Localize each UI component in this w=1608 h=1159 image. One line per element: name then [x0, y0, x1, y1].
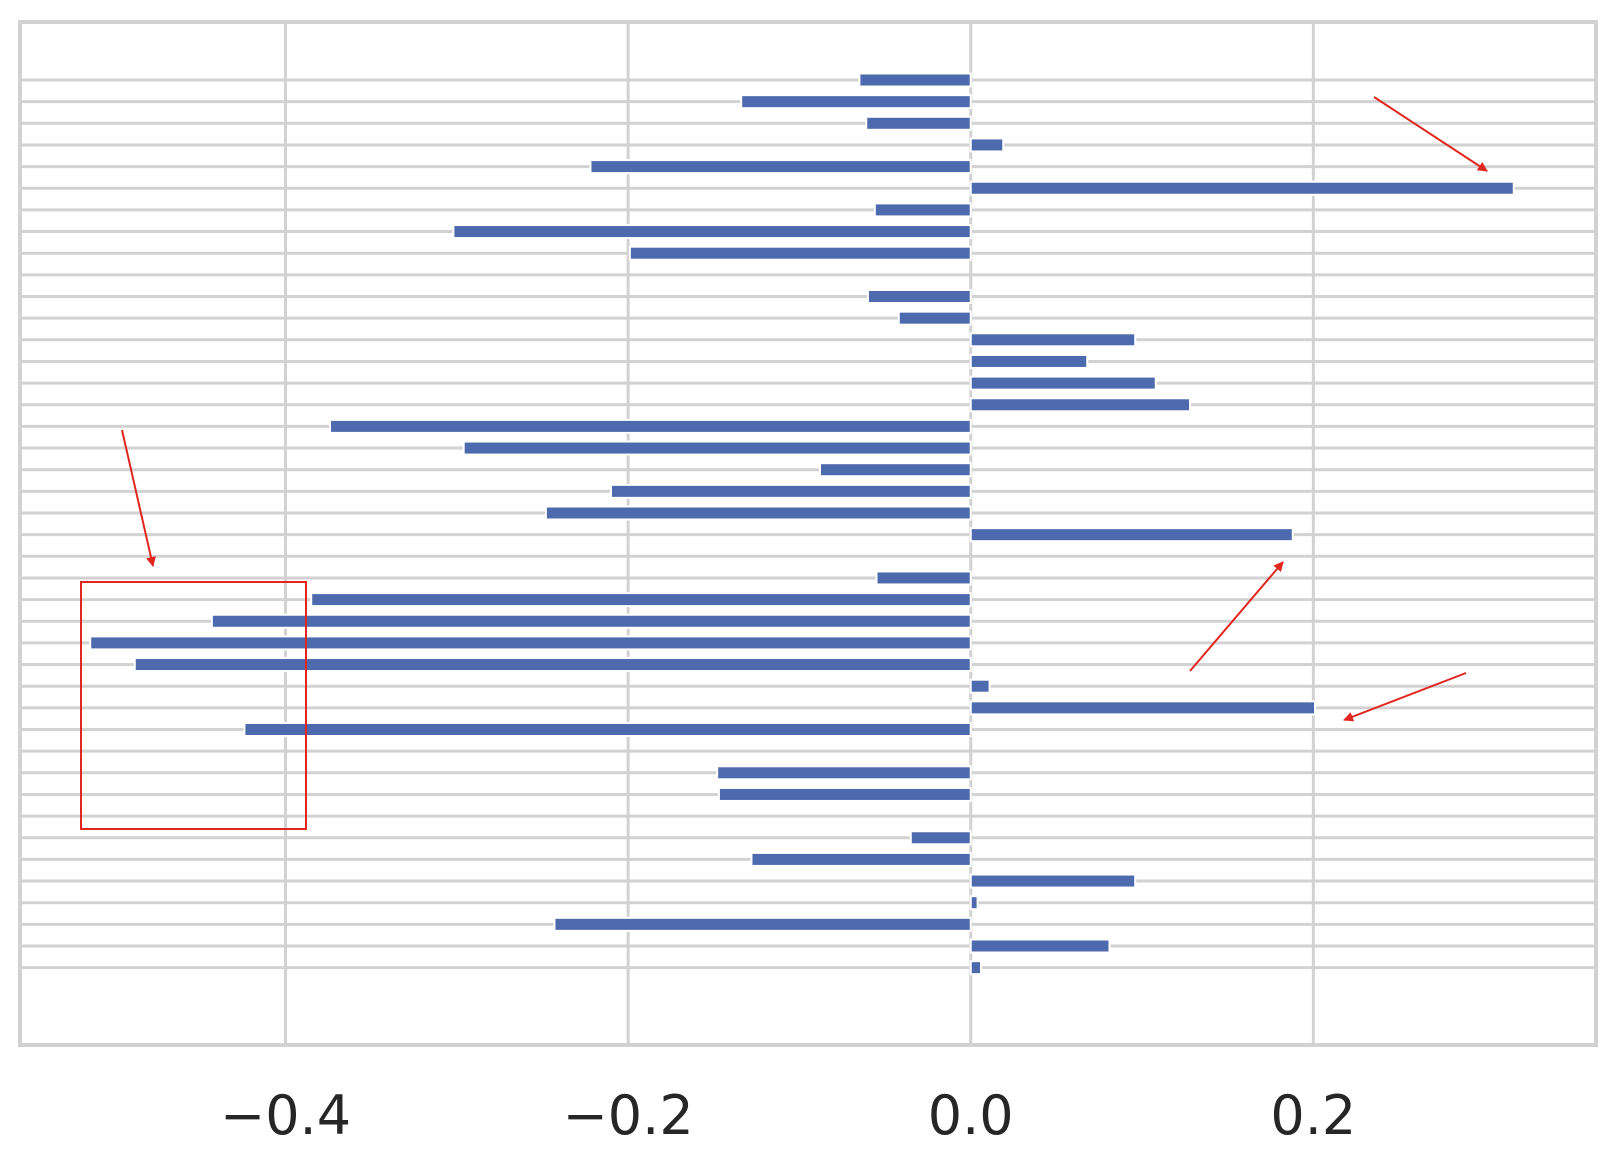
bar-20 [544, 505, 972, 521]
bar-16 [329, 418, 972, 434]
annotation-arrow-middle [1189, 561, 1284, 672]
bar-39 [553, 916, 972, 932]
x-tick-labels: −0.4 −0.2 0.0 0.2 [220, 1084, 1356, 1147]
bar-2 [865, 115, 972, 131]
bar-4 [589, 159, 972, 175]
bar-25 [210, 613, 972, 629]
x-tick-label-2: 0.0 [928, 1084, 1014, 1147]
bar-37 [969, 873, 1137, 889]
bar-21 [969, 527, 1294, 543]
bar-33 [717, 786, 972, 802]
annotations [80, 96, 1488, 830]
bar-29 [969, 700, 1317, 716]
bar-36 [750, 851, 972, 867]
bar-17 [462, 440, 972, 456]
bar-13 [969, 353, 1089, 369]
bar-11 [897, 310, 972, 326]
bar-1 [740, 94, 972, 110]
annotation-arrow-lower-right [1343, 672, 1467, 722]
bar-6 [873, 202, 972, 218]
bar-8 [628, 245, 972, 261]
bar-26 [89, 635, 972, 651]
annotation-highlight-box [80, 581, 307, 830]
x-tick-label-0: −0.4 [220, 1084, 351, 1147]
bar-24 [310, 592, 972, 608]
bar-23 [875, 570, 972, 586]
bar-15 [969, 397, 1192, 413]
bar-32 [716, 765, 972, 781]
annotation-arrow-top-right [1373, 96, 1488, 172]
bar-30 [243, 722, 972, 737]
bar-28 [969, 678, 991, 694]
bar-41 [969, 960, 983, 976]
x-tick-label-1: −0.2 [563, 1084, 694, 1147]
bar-5 [969, 180, 1515, 196]
bar-3 [969, 137, 1005, 153]
bar-0 [858, 72, 972, 88]
x-tick-label-3: 0.2 [1270, 1084, 1356, 1147]
bar-14 [969, 375, 1157, 391]
bar-10 [866, 289, 972, 304]
annotation-arrow-left [121, 429, 156, 567]
bar-27 [133, 657, 972, 673]
bar-7 [452, 224, 972, 240]
bar-19 [610, 483, 972, 499]
bar-38 [969, 895, 979, 911]
bar-18 [818, 462, 972, 478]
bars [89, 72, 1515, 976]
bar-40 [969, 938, 1111, 954]
bar-12 [969, 332, 1137, 348]
bar-35 [909, 830, 972, 846]
